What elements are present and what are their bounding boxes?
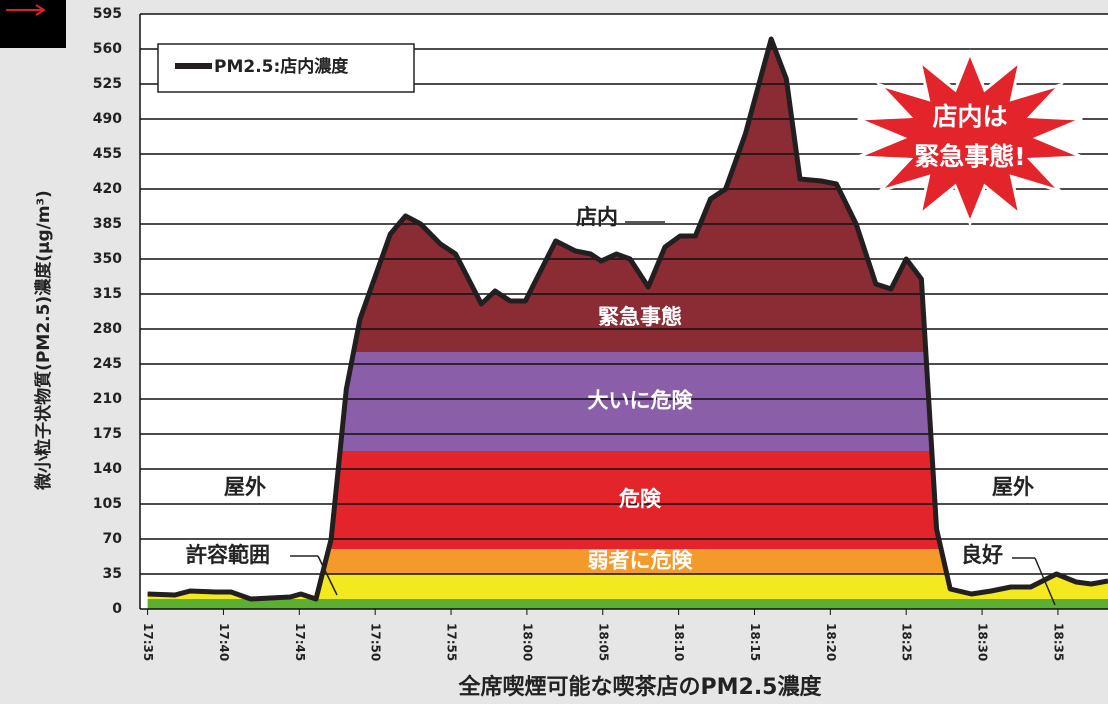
y-tick-label: 525	[93, 76, 122, 92]
y-tick-label: 455	[93, 146, 122, 162]
y-tick-label: 35	[103, 566, 122, 582]
x-tick-label: 18:20	[824, 623, 838, 661]
callout-text: 緊急事態!	[914, 142, 1025, 171]
band	[147, 599, 1108, 609]
annotation: 店内	[576, 205, 618, 229]
y-tick-label: 0	[112, 601, 122, 617]
line	[147, 36, 1108, 602]
annotation: 屋外	[224, 475, 266, 499]
callout-burst	[857, 48, 1083, 228]
x-tick-label: 18:15	[748, 623, 762, 661]
band-label: 危険	[619, 487, 662, 511]
band-label: 緊急事態	[598, 305, 682, 329]
y-tick-label: 105	[93, 496, 122, 512]
x-tick-label: 17:50	[369, 623, 383, 661]
x-tick-label: 18:25	[900, 623, 914, 661]
callout-text: 店内は	[932, 102, 1007, 131]
x-tick-label: 17:55	[445, 623, 459, 661]
y-tick-label: 280	[93, 321, 122, 337]
annotation: 許容範囲	[186, 543, 270, 567]
y-tick-label: 385	[93, 216, 122, 232]
y-tick-label: 70	[103, 531, 123, 547]
y-tick-label: 490	[93, 111, 122, 127]
arrow-head	[35, 4, 46, 16]
x-tick-label: 18:30	[976, 623, 990, 661]
y-tick-label: 595	[93, 6, 122, 22]
x-tick-label: 18:00	[520, 623, 534, 661]
x-tick-label: 17:40	[217, 623, 231, 661]
annotation: 良好	[961, 543, 1003, 567]
x-tick-label: 18:10	[672, 623, 686, 661]
y-tick-label: 175	[93, 426, 122, 442]
annotation: 屋外	[992, 475, 1034, 499]
chart-title: 全席喫煙可能な喫茶店のPM2.5濃度	[458, 674, 823, 700]
y-tick-label: 315	[93, 286, 122, 302]
x-tick-label: 18:35	[1051, 623, 1065, 661]
y-tick-label: 140	[93, 461, 122, 477]
band-label: 大いに危険	[588, 389, 694, 413]
band-label: 弱者に危険	[588, 549, 694, 573]
legend-label: PM2.5:店内濃度	[214, 56, 349, 77]
y-tick-label: 350	[93, 251, 122, 267]
y-tick-label: 560	[93, 41, 122, 57]
x-tick-label: 18:05	[596, 623, 610, 661]
x-tick-label: 17:45	[293, 623, 307, 661]
leader	[1034, 557, 1056, 606]
y-tick-label: 420	[93, 181, 122, 197]
x-tick-label: 17:35	[141, 623, 155, 661]
y-tick-label: 210	[93, 391, 122, 407]
corner-box	[0, 0, 66, 48]
leader	[317, 555, 338, 596]
y-axis-label: 微小粒子状物質(PM2.5)濃度(μg/m³)	[33, 190, 54, 491]
y-tick-label: 245	[93, 356, 122, 372]
